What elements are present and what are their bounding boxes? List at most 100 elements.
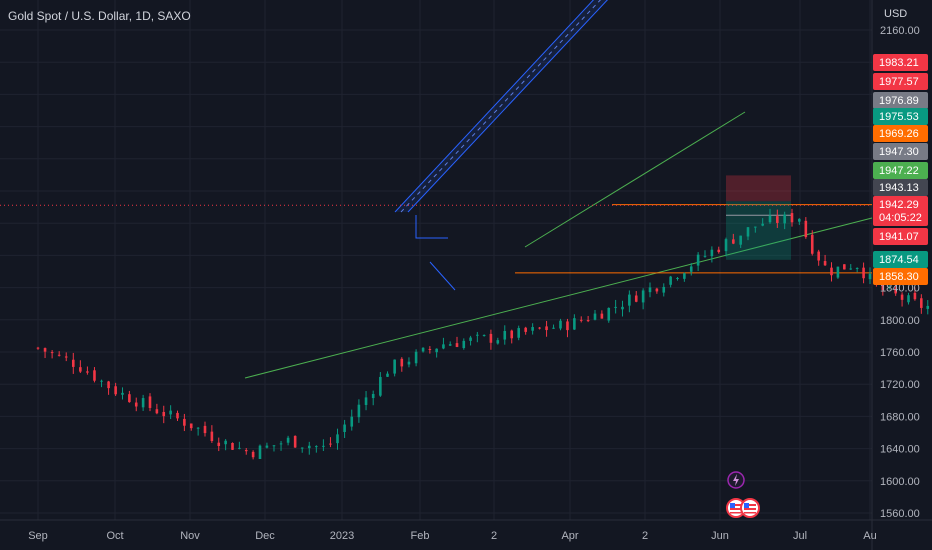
candle-body[interactable] [435,348,438,353]
candle-body[interactable] [93,370,96,381]
candle-body[interactable] [469,337,472,341]
candle-body[interactable] [836,266,840,278]
candle-body[interactable] [217,442,221,447]
candle-body[interactable] [155,409,159,414]
candle-body[interactable] [862,267,865,279]
candle-body[interactable] [128,394,131,403]
candle-body[interactable] [798,218,801,222]
candle-body[interactable] [400,358,404,367]
candle-body[interactable] [683,273,686,279]
candle-body[interactable] [489,333,493,343]
stop-loss-zone[interactable] [726,175,791,202]
candle-body[interactable] [393,359,396,374]
candle-body[interactable] [134,402,138,407]
drawing-bracket[interactable] [415,215,448,239]
candle-body[interactable] [162,411,166,417]
candle-body[interactable] [79,367,82,372]
candle-body[interactable] [36,347,40,349]
candle-body[interactable] [655,288,659,292]
candle-body[interactable] [717,249,721,253]
candle-body[interactable] [462,340,466,349]
candle-body[interactable] [607,307,611,321]
candle-body[interactable] [843,264,846,270]
price-badge[interactable] [873,228,928,245]
candle-body[interactable] [336,434,339,444]
candle-body[interactable] [524,327,527,332]
candle-body[interactable] [724,239,728,252]
candle-body[interactable] [790,213,794,223]
candle-body[interactable] [503,331,507,340]
candle-body[interactable] [224,440,227,445]
candle-body[interactable] [710,249,714,257]
candle-body[interactable] [586,320,590,322]
candle-body[interactable] [648,287,652,293]
candle-body[interactable] [121,392,124,395]
candle-body[interactable] [579,319,583,321]
candle-body[interactable] [455,343,459,347]
candle-body[interactable] [272,445,276,447]
price-badge[interactable] [873,73,928,90]
candle-body[interactable] [107,381,110,389]
candle-body[interactable] [641,290,645,303]
candle-body[interactable] [350,416,354,427]
price-badge[interactable] [873,209,928,226]
candle-body[interactable] [203,425,207,434]
candle-body[interactable] [196,427,200,429]
candle-body[interactable] [428,348,432,350]
price-badge[interactable] [873,251,928,268]
take-profit-zone[interactable] [726,201,791,260]
channel-line[interactable] [394,0,598,213]
price-badge[interactable] [873,143,928,160]
candle-body[interactable] [210,431,214,442]
candle-body[interactable] [307,445,311,449]
price-badge[interactable] [873,268,928,285]
candle-body[interactable] [761,223,764,226]
candle-body[interactable] [300,447,304,449]
candle-body[interactable] [169,410,172,415]
price-badge[interactable] [873,108,928,125]
us-flag-icon[interactable] [740,498,760,518]
candle-body[interactable] [407,361,411,365]
candle-body[interactable] [343,424,346,433]
candle-body[interactable] [703,255,707,257]
candle-body[interactable] [634,295,638,302]
candle-body[interactable] [907,295,910,303]
candle-body[interactable] [696,254,700,266]
candle-body[interactable] [231,442,234,450]
candle-body[interactable] [531,327,534,331]
price-badge[interactable] [873,196,928,213]
candle-body[interactable] [754,226,757,228]
currency-label[interactable]: USD [884,8,908,20]
candle-body[interactable] [810,234,814,254]
candle-body[interactable] [600,313,604,319]
channel-midline[interactable] [400,0,605,213]
candle-body[interactable] [776,216,779,223]
candle-body[interactable] [676,278,679,280]
candle-body[interactable] [86,371,89,373]
candle-body[interactable] [100,380,103,382]
candle-body[interactable] [804,220,808,238]
candle-body[interactable] [662,286,666,293]
candle-body[interactable] [176,412,179,419]
candle-body[interactable] [887,286,891,289]
candle-body[interactable] [913,292,917,300]
symbol-title[interactable]: Gold Spot / U.S. Dollar, 1D, SAXO [8,9,191,23]
candle-body[interactable] [265,445,269,448]
candle-body[interactable] [71,359,75,367]
us-flag-icon[interactable] [726,498,746,518]
candle-body[interactable] [50,352,54,354]
candle-body[interactable] [293,435,297,448]
price-badge[interactable] [873,179,928,196]
candle-body[interactable] [552,327,555,329]
candle-body[interactable] [894,287,897,294]
candle-body[interactable] [57,354,61,356]
candle-body[interactable] [739,235,742,245]
candle-body[interactable] [621,306,624,310]
candle-body[interactable] [823,261,827,266]
candle-body[interactable] [64,356,68,358]
candle-body[interactable] [141,398,145,408]
candle-body[interactable] [329,443,332,445]
channel-line[interactable] [407,0,612,213]
candle-body[interactable] [183,418,186,426]
price-badge[interactable] [873,54,928,71]
